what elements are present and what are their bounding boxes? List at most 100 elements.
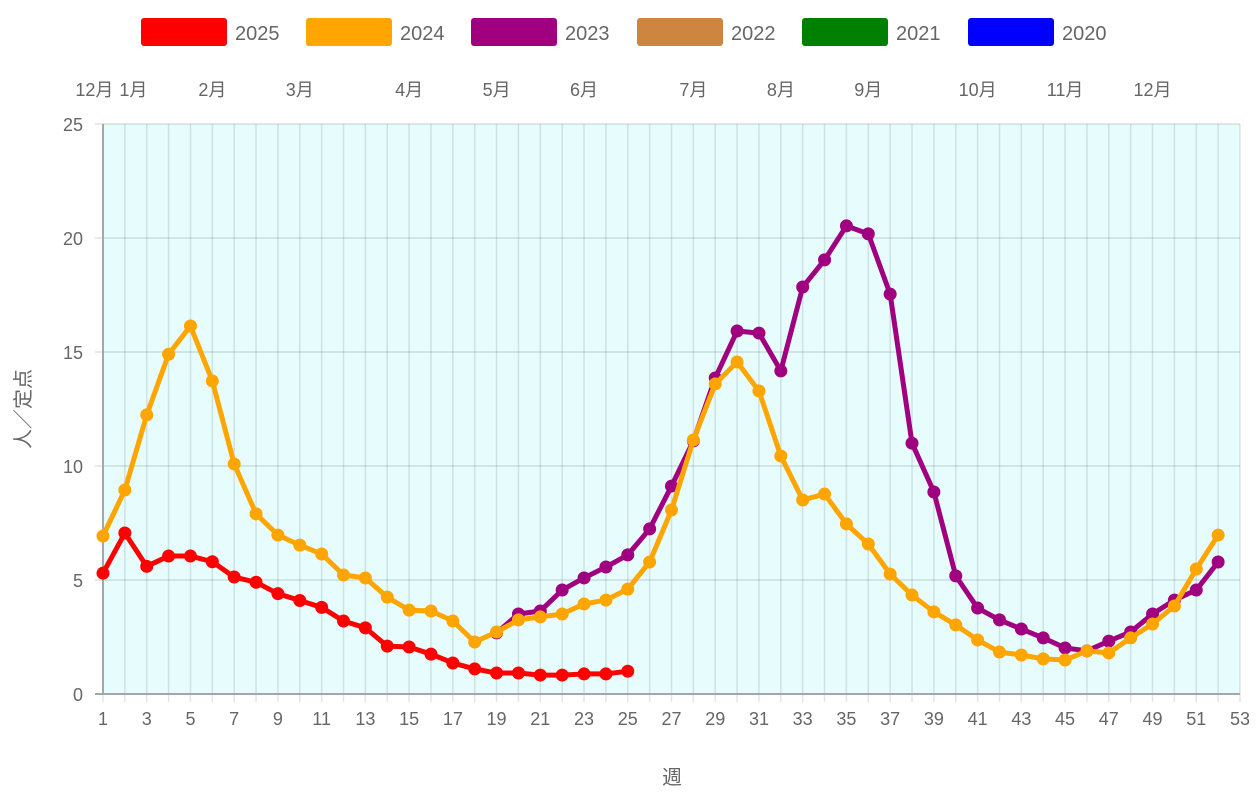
data-point <box>205 555 219 569</box>
x-tick-label: 35 <box>836 709 856 729</box>
month-label: 2月 <box>198 80 226 100</box>
data-point <box>774 449 788 463</box>
legend-swatch <box>471 18 557 46</box>
data-point <box>468 662 482 676</box>
legend-item-2020: 2020 <box>968 18 1107 46</box>
x-tick-label: 5 <box>185 709 195 729</box>
legend-swatch <box>637 18 723 46</box>
data-point <box>118 483 132 497</box>
x-tick-label: 7 <box>229 709 239 729</box>
x-axis-label: 週 <box>662 766 682 789</box>
series-line <box>100 323 1221 663</box>
data-point <box>1167 599 1181 613</box>
legend-item-2024: 2024 <box>306 18 445 46</box>
x-tick-label: 31 <box>749 709 769 729</box>
series-2024 <box>96 319 1225 667</box>
data-point <box>949 618 963 632</box>
y-tick-label: 25 <box>63 115 83 135</box>
axes: 1 3 5 7 9 11 13 15 17 19 21 23 25 27 29 31 33 35 37 39 41 43 4… <box>63 115 1250 729</box>
x-tick-label: 41 <box>968 709 988 729</box>
data-point <box>861 537 875 551</box>
data-point <box>96 566 110 580</box>
data-point <box>358 621 372 635</box>
data-point <box>971 633 985 647</box>
x-tick-label: 51 <box>1186 709 1206 729</box>
x-tick-label: 39 <box>924 709 944 729</box>
data-point <box>271 528 285 542</box>
data-point <box>730 355 744 369</box>
x-tick-label: 3 <box>142 709 152 729</box>
data-point <box>752 384 766 398</box>
data-point <box>402 640 416 654</box>
x-tick-label: 15 <box>399 709 419 729</box>
x-tick-label: 19 <box>487 709 507 729</box>
month-labels: 12月 1月 2月 3月 4月 5月 6月 7月 8月 9月 10月 11月 12月 <box>75 80 1171 100</box>
data-point <box>337 614 351 628</box>
data-point <box>118 526 132 540</box>
legend-label: 2020 <box>1062 23 1107 45</box>
series-layer <box>96 219 1225 682</box>
data-point <box>1102 634 1116 648</box>
data-point <box>818 487 832 501</box>
x-tick-label: 23 <box>574 709 594 729</box>
x-tick-label: 29 <box>705 709 725 729</box>
month-label: 11月 <box>1047 80 1084 100</box>
legend-label: 2024 <box>400 23 445 45</box>
data-point <box>446 614 460 628</box>
data-point <box>1058 641 1072 655</box>
data-point <box>1146 607 1160 621</box>
legend-item-2022: 2022 <box>637 18 776 46</box>
data-point <box>1036 631 1050 645</box>
data-point <box>183 319 197 333</box>
month-label: 6月 <box>570 80 598 100</box>
data-point <box>380 590 394 604</box>
data-point <box>162 347 176 361</box>
month-label: 12月 <box>1134 80 1172 100</box>
series-2025 <box>96 526 635 682</box>
data-point <box>511 613 525 627</box>
month-label: 7月 <box>679 80 707 100</box>
data-point <box>490 625 504 639</box>
data-point <box>249 507 263 521</box>
data-point <box>293 594 307 608</box>
data-point <box>446 656 460 670</box>
x-tick-label: 43 <box>1011 709 1031 729</box>
y-tick-label: 15 <box>63 343 83 363</box>
data-point <box>1211 555 1225 569</box>
x-tick-label: 33 <box>793 709 813 729</box>
x-tick-label: 25 <box>618 709 638 729</box>
data-point <box>1124 631 1138 645</box>
data-point <box>599 560 613 574</box>
data-point <box>249 575 263 589</box>
x-tick-label: 53 <box>1230 709 1250 729</box>
data-point <box>971 601 985 615</box>
data-point <box>1146 617 1160 631</box>
data-point <box>839 219 853 233</box>
data-point <box>949 569 963 583</box>
series-line <box>494 223 1221 654</box>
data-point <box>140 559 154 573</box>
data-point <box>752 326 766 340</box>
y-tick-label: 0 <box>73 685 83 705</box>
data-point <box>905 436 919 450</box>
data-point <box>796 280 810 294</box>
data-point <box>992 613 1006 627</box>
x-tick-label: 13 <box>355 709 375 729</box>
data-point <box>555 583 569 597</box>
month-label: 4月 <box>395 80 423 100</box>
data-point <box>577 597 591 611</box>
data-point <box>665 503 678 517</box>
data-point <box>883 567 897 581</box>
data-point <box>1080 644 1094 658</box>
legend-label: 2022 <box>731 23 776 45</box>
data-point <box>599 667 613 681</box>
x-tick-label: 47 <box>1099 709 1119 729</box>
data-point <box>205 374 219 388</box>
x-tick-label: 37 <box>880 709 900 729</box>
data-point <box>927 485 941 499</box>
data-point <box>927 605 941 619</box>
data-point <box>577 667 591 681</box>
data-point <box>490 666 504 680</box>
data-point <box>315 600 329 614</box>
